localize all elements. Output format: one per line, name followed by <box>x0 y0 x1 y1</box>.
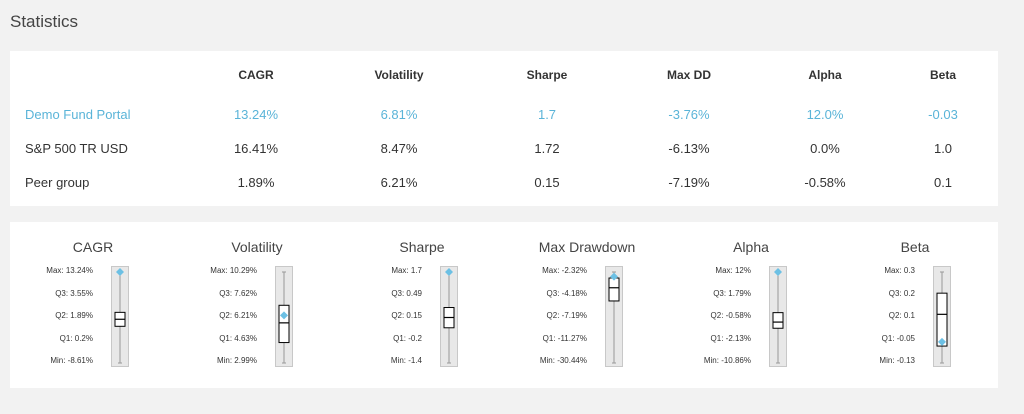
table-cell: -3.76% <box>668 107 710 122</box>
table-cell: 0.1 <box>933 175 953 190</box>
boxplot-title: Max Drawdown <box>538 239 636 255</box>
table-cell: -7.19% <box>668 175 710 190</box>
fund-marker <box>280 311 288 320</box>
boxplot-title: Beta <box>900 239 930 255</box>
boxplot-title: Alpha <box>733 239 769 255</box>
boxplot-label: Min: -30.44% <box>539 356 587 365</box>
boxplot-svg <box>278 271 290 364</box>
boxplot-label: Q1: 0.2% <box>59 334 93 343</box>
boxplot-sharpe <box>440 266 458 367</box>
iqr-box <box>278 304 290 344</box>
boxplot-alpha <box>769 266 787 367</box>
boxplot-label: Q1: -0.05 <box>881 334 915 343</box>
boxplot-title: CAGR <box>72 239 114 255</box>
boxplot-label: Q3: 0.49 <box>391 289 422 298</box>
table-cell: 13.24% <box>233 107 279 122</box>
boxplot-title: Sharpe <box>399 239 445 255</box>
table-cell: 1.72 <box>534 141 560 156</box>
col-header-cagr: CAGR <box>238 68 274 82</box>
boxplot-label: Q2: -0.58% <box>710 311 751 320</box>
col-header-alpha: Alpha <box>808 68 842 82</box>
page-title: Statistics <box>10 12 79 31</box>
boxplot-svg <box>114 268 126 364</box>
boxplot-label: Q3: -4.18% <box>546 289 587 298</box>
boxplot-label: Q1: -11.27% <box>542 334 587 343</box>
col-header-volatility: Volatility <box>374 68 424 82</box>
boxplot-label: Min: -10.86% <box>703 356 751 365</box>
fund-marker <box>774 268 782 276</box>
boxplot-cagr <box>111 266 129 367</box>
boxplot-label: Min: -0.13 <box>879 356 915 365</box>
boxplot-label: Q2: -7.19% <box>546 311 587 320</box>
boxplot-label: Max: 1.7 <box>391 266 422 275</box>
boxplot-beta <box>933 266 951 367</box>
table-cell: 12.0% <box>806 107 844 122</box>
boxplot-label: Q1: -0.2 <box>393 334 422 343</box>
fund-marker <box>610 272 618 281</box>
boxplot-svg <box>608 271 620 364</box>
table-cell: 8.47% <box>380 141 418 156</box>
table-cell: 1.89% <box>237 175 275 190</box>
table-cell: -6.13% <box>668 141 710 156</box>
boxplot-label: Max: 12% <box>715 266 751 275</box>
fund-marker <box>938 337 946 346</box>
boxplot-label: Min: 2.99% <box>216 356 257 365</box>
boxplot-label: Max: -2.32% <box>542 266 587 275</box>
boxplot-svg <box>772 268 784 364</box>
col-header-sharpe: Sharpe <box>526 68 568 82</box>
boxplot-label: Q1: -2.13% <box>710 334 751 343</box>
boxplot-label: Max: 0.3 <box>884 266 915 275</box>
table-cell: 6.21% <box>380 175 418 190</box>
boxplot-max-drawdown <box>605 266 623 367</box>
table-cell: 6.81% <box>380 107 418 122</box>
row-label: S&P 500 TR USD <box>25 141 128 156</box>
boxplot-label: Q2: 6.21% <box>219 311 257 320</box>
boxplot-label: Q3: 1.79% <box>713 289 751 298</box>
boxplot-label: Q2: 0.15 <box>391 311 422 320</box>
iqr-box <box>608 277 620 302</box>
boxplot-svg <box>936 271 948 364</box>
iqr-box <box>772 312 784 329</box>
row-label: Peer group <box>25 175 90 190</box>
table-cell: -0.03 <box>928 107 958 122</box>
boxplot-label: Max: 10.29% <box>210 266 257 275</box>
fund-marker <box>445 268 453 276</box>
boxplot-volatility <box>275 266 293 367</box>
boxplot-label: Q3: 0.2 <box>888 289 915 298</box>
boxplot-label: Q3: 7.62% <box>219 289 257 298</box>
table-cell: 0.15 <box>534 175 560 190</box>
boxplot-label: Q3: 3.55% <box>55 289 93 298</box>
table-cell: -0.58% <box>804 175 846 190</box>
table-cell: 0.0% <box>810 141 840 156</box>
col-header-max-dd: Max DD <box>666 68 712 82</box>
boxplot-label: Q1: 4.63% <box>219 334 257 343</box>
statistics-table: CAGR Volatility Sharpe Max DD Alpha Beta… <box>10 51 998 206</box>
table-cell: 1.0 <box>933 141 953 156</box>
boxplot-label: Min: -1.4 <box>390 356 422 365</box>
fund-marker <box>116 268 124 276</box>
table-cell: 1.7 <box>537 107 557 122</box>
boxplot-svg <box>443 268 455 364</box>
boxplot-label: Q2: 1.89% <box>55 311 93 320</box>
iqr-box <box>936 292 948 347</box>
boxplot-title: Volatility <box>231 239 283 255</box>
col-header-beta: Beta <box>929 68 957 82</box>
fund-name-link[interactable]: Demo Fund Portal <box>25 107 131 122</box>
boxplot-label: Max: 13.24% <box>46 266 93 275</box>
boxplot-label: Min: -8.61% <box>50 356 93 365</box>
boxplot-panel: CAGR Max: 13.24% Q3: 3.55% Q2: 1.89% Q1:… <box>10 222 998 388</box>
boxplot-label: Q2: 0.1 <box>888 311 915 320</box>
table-cell: 16.41% <box>233 141 279 156</box>
